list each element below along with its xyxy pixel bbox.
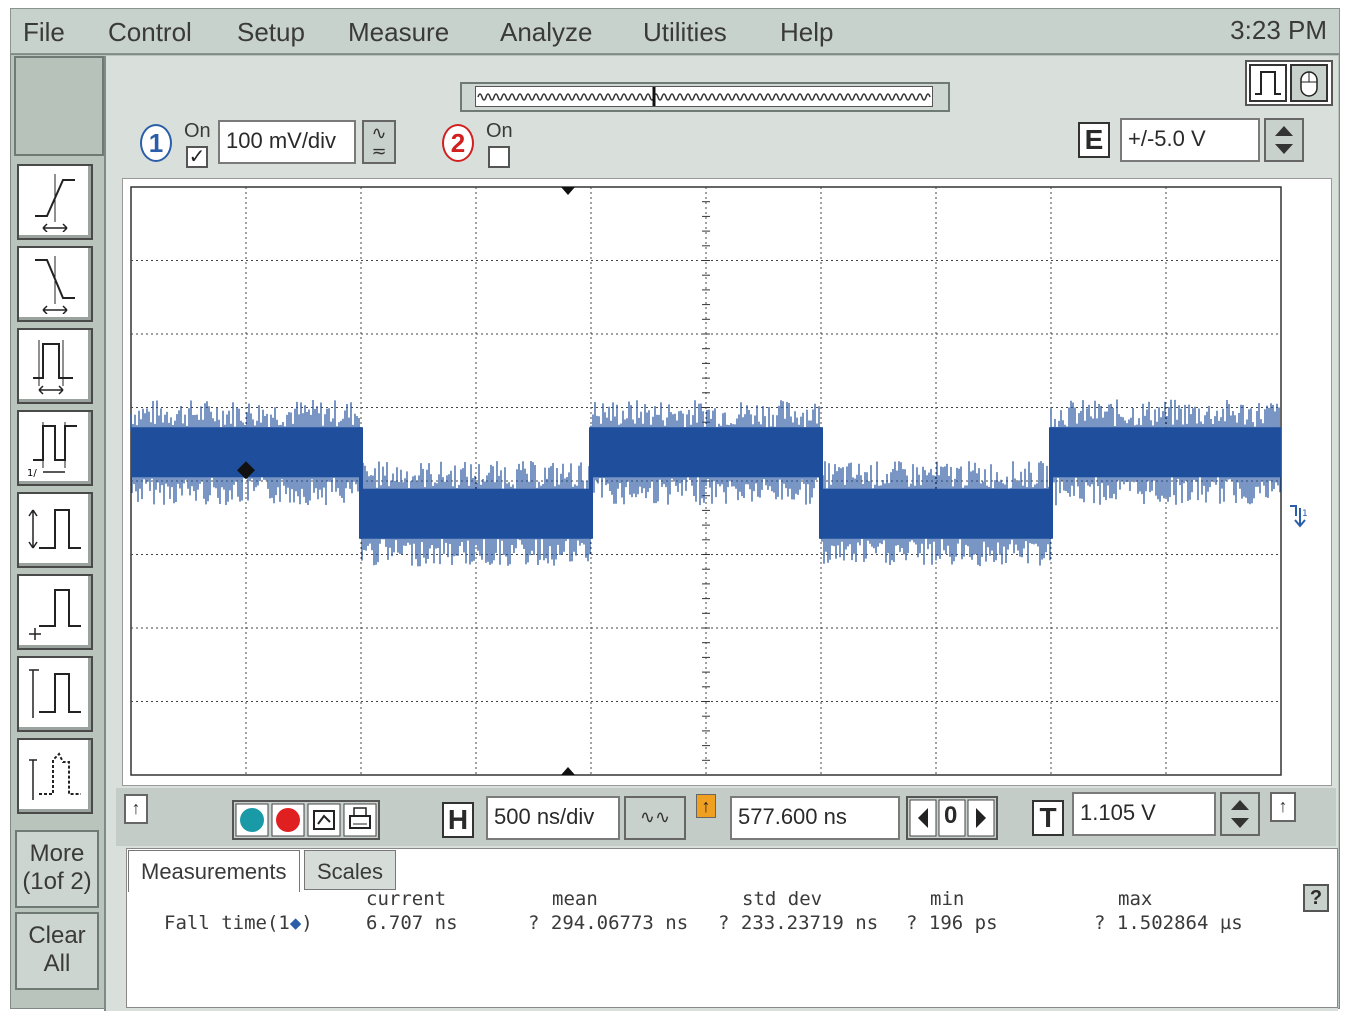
overview-wave-icon bbox=[477, 87, 931, 106]
value-current: 6.707 ns bbox=[366, 912, 458, 934]
sidebar-header bbox=[14, 56, 104, 156]
menu-control[interactable]: Control bbox=[108, 17, 192, 47]
period-icon: 1/ bbox=[27, 422, 77, 478]
rising-edge-button[interactable] bbox=[17, 164, 93, 240]
more-button[interactable]: More (1of 2) bbox=[15, 830, 99, 908]
header-max: max bbox=[1118, 888, 1153, 910]
period-button[interactable]: 1/ bbox=[17, 410, 93, 486]
svg-text:1: 1 bbox=[1302, 509, 1308, 519]
ch2-on-checkbox[interactable] bbox=[488, 146, 510, 168]
ch2-on-label: On bbox=[486, 120, 513, 142]
spin-up-icon bbox=[1275, 126, 1293, 136]
tab-scales[interactable]: Scales bbox=[304, 850, 397, 890]
mouse-icon[interactable] bbox=[1290, 64, 1328, 102]
menu-analyze[interactable]: Analyze bbox=[500, 17, 593, 47]
tab-measurements[interactable]: Measurements bbox=[128, 850, 300, 892]
value-max: ? 1.502864 µs bbox=[1094, 912, 1243, 934]
horizontal-button[interactable]: H bbox=[442, 802, 474, 838]
menu-file[interactable]: File bbox=[23, 17, 65, 47]
trigger-level-spinner[interactable] bbox=[1220, 792, 1260, 836]
more-label: More bbox=[29, 840, 85, 867]
scroll-up-right-button[interactable]: ↑ bbox=[1270, 792, 1296, 822]
header-std-dev: std dev bbox=[742, 888, 823, 910]
falling-edge-icon bbox=[35, 256, 75, 314]
header-current: current bbox=[366, 888, 447, 910]
menu-setup[interactable]: Setup bbox=[237, 17, 305, 47]
menu-bar: File Control Setup Measure Analyze Utili… bbox=[10, 8, 1340, 54]
horizontal-position-field[interactable]: 577.600 ns bbox=[730, 796, 900, 840]
position-right-icon[interactable] bbox=[967, 799, 995, 837]
base-level-button[interactable] bbox=[17, 574, 93, 650]
base-level-icon bbox=[29, 589, 81, 640]
ch1-on-label: On bbox=[184, 120, 211, 142]
pulse-width-button[interactable] bbox=[17, 328, 93, 404]
ac-coupling-icon: ∿ bbox=[371, 123, 387, 143]
menu-help[interactable]: Help bbox=[780, 17, 834, 47]
amplitude-icon bbox=[28, 509, 81, 549]
clear-sub-label: All bbox=[43, 950, 71, 977]
rising-edge-icon bbox=[35, 174, 75, 232]
external-range-spinner[interactable] bbox=[1264, 118, 1304, 162]
dc-coupling-icon: ≂ bbox=[371, 141, 387, 161]
clear-label: Clear bbox=[28, 922, 86, 949]
top-level-icon bbox=[29, 669, 81, 718]
channel-1-badge[interactable]: 1 bbox=[140, 124, 172, 162]
plot-markers bbox=[237, 187, 575, 775]
overview-window[interactable] bbox=[475, 86, 933, 107]
header-mean: mean bbox=[552, 888, 598, 910]
header-min: min bbox=[930, 888, 965, 910]
horizontal-scale-field[interactable]: 500 ns/div bbox=[486, 796, 620, 840]
overshoot-icon bbox=[29, 752, 81, 800]
scroll-up-left-button[interactable]: ↑ bbox=[124, 794, 148, 824]
value-std-dev: ? 233.23719 ns bbox=[718, 912, 879, 934]
ch1-coupling-button[interactable]: ∿ ≂ bbox=[362, 120, 396, 164]
value-min: ? 196 ps bbox=[906, 912, 998, 934]
spin-up-icon bbox=[1231, 800, 1249, 810]
autoscale-icon[interactable] bbox=[307, 803, 341, 837]
channel-2-badge[interactable]: 2 bbox=[442, 124, 474, 162]
graticule bbox=[130, 186, 1282, 776]
clear-all-button[interactable]: Clear All bbox=[15, 912, 99, 990]
svg-text:1/: 1/ bbox=[27, 468, 37, 478]
position-zero-button[interactable] bbox=[938, 799, 966, 837]
external-range-field[interactable]: +/-5.0 V bbox=[1120, 118, 1260, 162]
channel-1-waveform bbox=[130, 399, 1281, 567]
pulse-mode-icon[interactable] bbox=[1249, 64, 1287, 102]
value-mean: ? 294.06773 ns bbox=[528, 912, 689, 934]
overshoot-button[interactable] bbox=[17, 738, 93, 814]
spin-down-icon bbox=[1231, 818, 1249, 828]
measurement-help-button[interactable]: ? bbox=[1303, 884, 1329, 912]
more-page-label: (1of 2) bbox=[22, 868, 92, 895]
measurement-name[interactable]: Fall time(1◆) bbox=[164, 912, 313, 934]
measurement-name-text: Fall time(1 bbox=[164, 912, 290, 934]
trigger-level-marker-icon[interactable]: 1 bbox=[1286, 502, 1310, 532]
run-stop-group bbox=[232, 800, 380, 840]
ch1-scale-field[interactable]: 100 mV/div bbox=[218, 120, 356, 164]
trigger-level-field[interactable]: 1.105 V bbox=[1072, 792, 1216, 836]
waveform-display[interactable] bbox=[130, 186, 1282, 776]
run-button[interactable] bbox=[235, 803, 269, 837]
amplitude-button[interactable] bbox=[17, 492, 93, 568]
external-trigger-button[interactable]: E bbox=[1078, 122, 1110, 158]
falling-edge-button[interactable] bbox=[17, 246, 93, 322]
position-control bbox=[906, 796, 998, 840]
delay-reference-marker[interactable]: ↑ bbox=[696, 794, 716, 818]
trigger-button[interactable]: T bbox=[1032, 800, 1064, 836]
menu-utilities[interactable]: Utilities bbox=[643, 17, 727, 47]
spin-down-icon bbox=[1275, 144, 1293, 154]
measurement-name-close: ) bbox=[301, 912, 313, 934]
top-level-button[interactable] bbox=[17, 656, 93, 732]
ch1-on-checkbox[interactable]: ✓ bbox=[186, 146, 208, 168]
fine-adjust-icon: ∿∿ bbox=[639, 807, 671, 827]
horizontal-scale-adjust[interactable]: ∿∿ bbox=[624, 796, 686, 840]
stop-button[interactable] bbox=[271, 803, 305, 837]
position-left-icon[interactable] bbox=[909, 799, 937, 837]
position-zero-label: 0 bbox=[944, 802, 958, 829]
clock: 3:23 PM bbox=[1230, 15, 1327, 45]
menu-measure[interactable]: Measure bbox=[348, 17, 450, 47]
display-mode-buttons bbox=[1245, 60, 1333, 106]
print-icon[interactable] bbox=[343, 803, 377, 837]
pulse-width-icon bbox=[33, 340, 73, 395]
channel-marker-icon: ◆ bbox=[289, 912, 302, 934]
